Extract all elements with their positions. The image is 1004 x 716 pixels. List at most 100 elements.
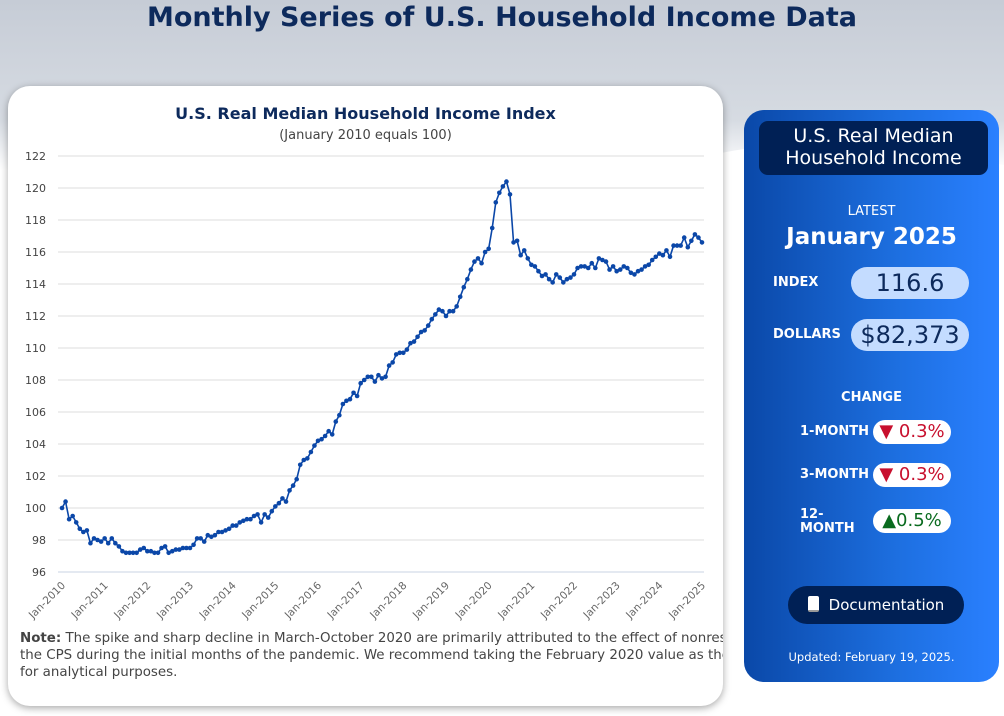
data-point: [585, 265, 591, 271]
data-point: [113, 540, 118, 546]
data-point: [425, 323, 431, 328]
data-point: [635, 268, 641, 274]
data-point: [550, 280, 555, 285]
x-tick-label: Jan-2011: [69, 580, 111, 622]
data-point: [315, 438, 321, 444]
note-line-3: for analytical purposes.: [20, 665, 178, 680]
data-point: [237, 520, 243, 525]
data-point: [443, 313, 449, 319]
data-point: [198, 536, 203, 541]
y-tick-label: 114: [25, 278, 46, 291]
data-point: [433, 312, 438, 317]
data-point: [582, 264, 587, 269]
data-point: [692, 232, 698, 237]
data-point: [454, 304, 459, 309]
data-point: [248, 516, 253, 522]
data-point: [440, 308, 445, 314]
data-point: [81, 529, 86, 535]
data-point: [109, 536, 115, 541]
data-point: [262, 512, 267, 517]
x-tick-label: Jan-2023: [581, 580, 623, 622]
data-point: [180, 545, 186, 551]
data-point: [660, 252, 666, 258]
data-point: [457, 294, 463, 300]
data-point: [500, 184, 506, 189]
data-point: [525, 256, 531, 261]
data-point: [319, 436, 324, 442]
index-value: 116.6: [851, 267, 969, 299]
data-point: [607, 267, 612, 272]
data-point: [333, 419, 339, 424]
data-point: [88, 540, 93, 546]
panel-title-line-1: U.S. Real Median: [793, 125, 954, 147]
y-tick-label: 98: [32, 534, 46, 547]
data-point: [280, 496, 285, 501]
change-1-month-label: 1-MONTH: [800, 424, 870, 439]
data-point: [169, 548, 175, 554]
data-point: [689, 238, 694, 244]
data-point: [308, 449, 314, 455]
data-point: [465, 276, 470, 282]
data-point: [233, 523, 239, 528]
data-point: [468, 267, 474, 272]
data-point: [70, 513, 75, 519]
y-tick-label: 112: [25, 310, 46, 323]
data-point: [73, 520, 79, 525]
data-point: [91, 536, 97, 541]
data-point: [678, 243, 683, 248]
note-line-2: the CPS during the initial months of the…: [20, 648, 723, 663]
data-point: [159, 545, 164, 551]
data-point: [557, 275, 563, 280]
data-point: [521, 248, 527, 253]
data-point: [63, 499, 68, 504]
data-point: [365, 374, 371, 380]
data-point: [372, 379, 378, 384]
data-point: [497, 190, 502, 196]
x-tick-label: Jan-2014: [197, 579, 239, 621]
data-point: [173, 547, 179, 552]
arrow-down-icon: ▼: [879, 421, 894, 442]
data-point: [696, 235, 701, 240]
chart-card: U.S. Real Median Household Income Index …: [8, 86, 723, 706]
data-point: [347, 396, 353, 402]
x-tick-label: Jan-2015: [239, 580, 281, 622]
data-point: [386, 363, 392, 368]
documentation-button[interactable]: Documentation: [788, 586, 964, 624]
x-tick-label: Jan-2019: [410, 580, 452, 622]
data-point: [376, 372, 381, 378]
change-3-month-percent: 0.3%: [898, 464, 945, 485]
change-12-month-label: 12-MONTH: [800, 507, 855, 536]
data-point: [546, 276, 552, 282]
data-point: [575, 265, 580, 271]
arrow-down-icon: ▼: [879, 464, 894, 485]
data-point: [493, 200, 499, 205]
data-point: [504, 179, 509, 184]
book-icon: [807, 596, 819, 612]
data-point: [223, 528, 228, 533]
data-point: [205, 532, 211, 538]
panel-title-line-2: Household Income: [785, 147, 962, 169]
data-point: [379, 376, 385, 381]
data-point: [340, 401, 346, 407]
page-title: Monthly Series of U.S. Household Income …: [146, 2, 858, 33]
data-point: [251, 513, 257, 519]
data-point: [134, 550, 139, 556]
data-point: [201, 539, 207, 544]
data-point: [657, 251, 662, 256]
data-point: [105, 540, 111, 546]
data-point: [141, 545, 147, 551]
data-point: [344, 398, 349, 404]
data-point: [59, 505, 65, 511]
data-point: [287, 488, 292, 493]
data-point: [475, 256, 481, 261]
data-point: [632, 272, 637, 277]
data-point: [361, 377, 367, 383]
y-tick-label: 116: [25, 246, 46, 259]
data-point: [472, 259, 477, 264]
data-point: [536, 268, 541, 274]
data-point: [337, 412, 342, 418]
data-point: [329, 432, 335, 437]
index-label: INDEX: [773, 275, 819, 290]
data-point: [241, 518, 246, 524]
y-tick-label: 104: [25, 438, 46, 451]
